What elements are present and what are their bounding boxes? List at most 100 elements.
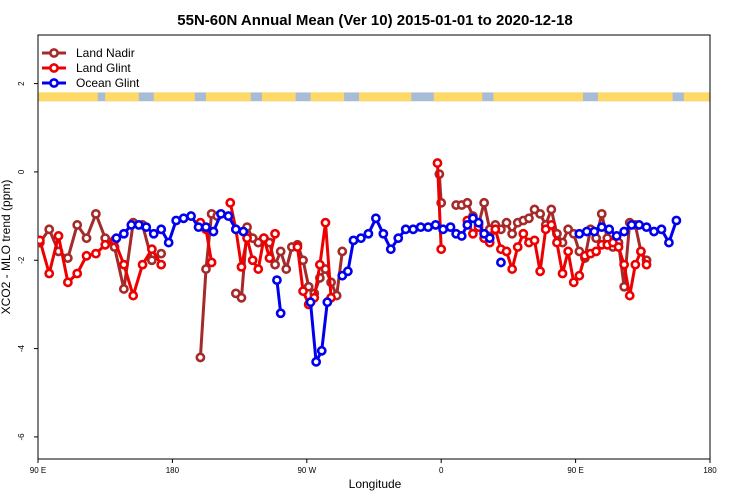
- data-point: [415, 222, 426, 233]
- y-axis-label: XCO2 - MLO trend (ppm): [0, 180, 13, 315]
- data-point: [62, 277, 73, 288]
- data-point: [53, 231, 64, 241]
- y-tick-label: 2: [17, 81, 26, 86]
- data-point: [322, 297, 333, 308]
- data-point: [81, 250, 92, 261]
- data-point: [72, 268, 83, 279]
- data-point: [574, 270, 585, 281]
- data-point: [156, 259, 167, 270]
- mask-land: [206, 92, 251, 102]
- legend-item: Land Glint: [42, 61, 131, 75]
- data-point: [501, 246, 512, 257]
- data-point: [62, 253, 73, 263]
- data-point: [436, 244, 447, 255]
- data-point: [501, 217, 512, 228]
- data-point: [613, 242, 624, 252]
- data-point: [146, 255, 157, 266]
- data-point: [348, 235, 359, 246]
- data-point: [507, 264, 518, 274]
- data-point: [370, 213, 381, 224]
- data-point: [178, 213, 189, 224]
- data-point: [445, 222, 456, 233]
- data-point: [529, 235, 540, 246]
- data-point: [462, 220, 473, 230]
- data-point: [208, 226, 219, 237]
- x-tick-label: 90 W: [297, 466, 316, 475]
- data-point: [270, 259, 280, 270]
- y-tick-label: -4: [17, 344, 26, 352]
- data-point: [456, 231, 467, 241]
- data-point: [581, 226, 592, 237]
- data-point: [630, 259, 641, 270]
- data-point: [126, 220, 137, 230]
- data-point: [337, 246, 348, 257]
- mask-land: [598, 92, 673, 102]
- data-point: [148, 228, 159, 239]
- data-point: [247, 255, 258, 266]
- data-point: [484, 233, 495, 244]
- data-point: [206, 257, 217, 268]
- data-point: [44, 268, 55, 279]
- data-point: [462, 197, 473, 208]
- data-point: [535, 266, 546, 277]
- data-point: [596, 222, 607, 233]
- mask-land: [310, 92, 345, 102]
- series-line: [275, 279, 283, 314]
- data-point: [624, 290, 635, 301]
- data-point: [641, 259, 652, 270]
- data-point: [236, 261, 247, 272]
- data-point: [649, 226, 659, 237]
- chart-title: 55N-60N Annual Mean (Ver 10) 2015-01-01 …: [177, 12, 572, 29]
- data-point: [320, 217, 331, 228]
- mask-land: [359, 92, 412, 102]
- data-point: [38, 235, 45, 246]
- data-point: [641, 222, 652, 233]
- y-tick-label: -2: [17, 256, 26, 264]
- mask-land: [38, 92, 98, 102]
- data-point: [636, 246, 646, 257]
- legend-label: Ocean Glint: [76, 76, 140, 90]
- data-point: [589, 226, 600, 237]
- data-point: [281, 264, 292, 274]
- data-point: [490, 224, 501, 235]
- series-line: [38, 234, 163, 298]
- data-point: [272, 275, 282, 286]
- series-line: [309, 302, 329, 364]
- legend-label: Land Nadir: [76, 46, 135, 60]
- data-point: [342, 266, 353, 277]
- legend-item: Ocean Glint: [42, 76, 140, 90]
- legend-marker: [49, 48, 59, 58]
- data-point: [236, 292, 247, 303]
- data-point: [512, 242, 523, 252]
- data-point: [552, 237, 562, 248]
- data-point: [393, 233, 404, 244]
- y-axis: 2 0 -2 -4 -6: [17, 81, 38, 440]
- data-point: [604, 224, 615, 235]
- data-point: [270, 228, 280, 239]
- data-point: [298, 286, 308, 297]
- data-point: [496, 257, 506, 268]
- data-point: [438, 224, 448, 235]
- data-point: [90, 248, 101, 259]
- data-point: [591, 246, 602, 257]
- data-point: [111, 233, 122, 244]
- data-point: [535, 208, 546, 219]
- data-point: [81, 233, 92, 244]
- data-point: [193, 222, 204, 233]
- data-point: [141, 222, 152, 233]
- data-point: [100, 239, 111, 250]
- data-point: [223, 211, 234, 221]
- x-tick-label: 90 E: [30, 466, 46, 475]
- legend-label: Land Glint: [76, 61, 131, 75]
- data-point: [473, 217, 484, 228]
- legend-item: Land Nadir: [42, 46, 135, 60]
- data-point: [619, 259, 630, 270]
- data-point: [253, 264, 264, 274]
- mask-land: [262, 92, 296, 102]
- data-point: [656, 224, 667, 235]
- data-point: [363, 228, 374, 239]
- data-point: [563, 246, 574, 257]
- series-ocean-glint: [111, 208, 682, 367]
- legend-marker: [49, 63, 59, 73]
